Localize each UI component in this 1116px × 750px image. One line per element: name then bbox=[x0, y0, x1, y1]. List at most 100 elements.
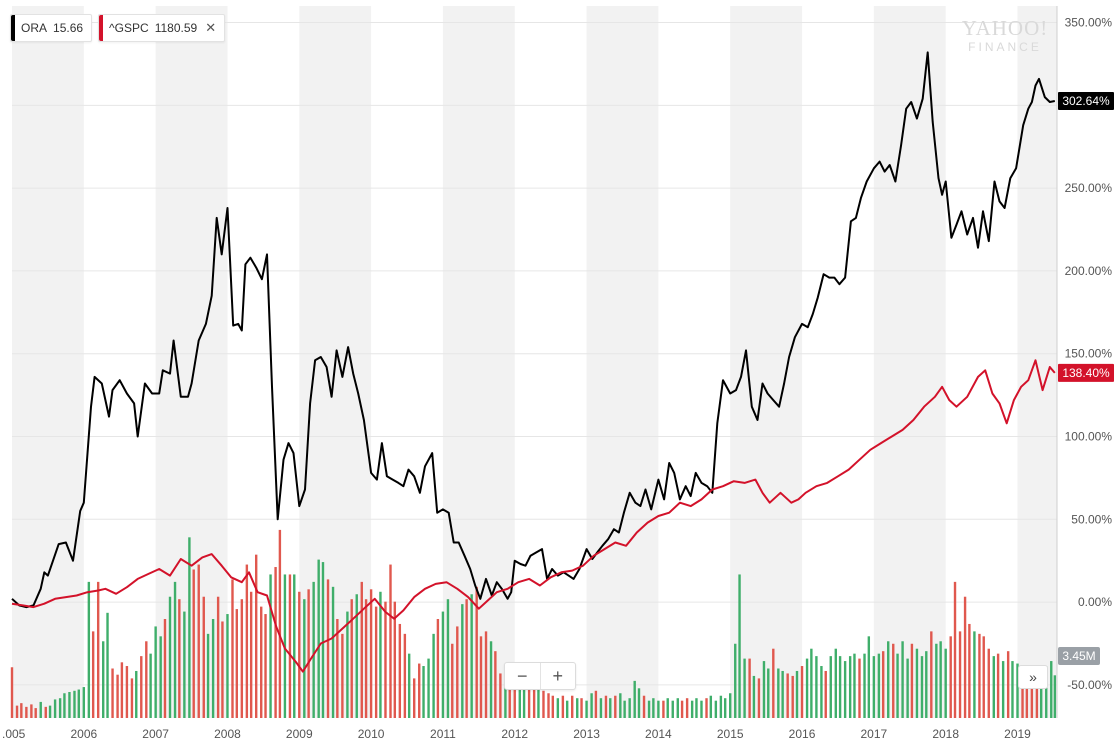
volume-bar bbox=[527, 688, 531, 718]
volume-bar bbox=[743, 658, 746, 718]
volume-bar bbox=[705, 698, 708, 718]
series-line-gspc bbox=[11, 359, 1056, 673]
volume-bar bbox=[623, 700, 626, 718]
volume-bar bbox=[1045, 666, 1048, 718]
zoom-in-button[interactable]: + bbox=[539, 663, 576, 689]
volume-bar bbox=[542, 690, 545, 718]
volume-bar bbox=[303, 599, 306, 718]
volume-bar bbox=[216, 596, 220, 718]
volume-bar bbox=[264, 614, 267, 718]
volume-bar bbox=[249, 591, 253, 718]
volume-bar bbox=[312, 581, 315, 718]
volume-bar bbox=[772, 648, 775, 718]
volume-bar bbox=[120, 662, 124, 718]
volume-bar bbox=[34, 708, 37, 718]
volume-bar bbox=[781, 670, 784, 718]
volume-bar bbox=[274, 567, 277, 718]
series-line-ora bbox=[11, 51, 1055, 609]
volume-bar bbox=[427, 658, 430, 718]
volume-bar bbox=[992, 656, 995, 718]
volume-bar bbox=[77, 689, 80, 718]
volume-bar bbox=[183, 611, 186, 718]
y-tick-label: 250.00% bbox=[1065, 181, 1113, 195]
volume-bar bbox=[892, 643, 895, 718]
volume-bar bbox=[800, 666, 804, 718]
ora-value-flag: 302.64% bbox=[1058, 91, 1114, 110]
volume-bar bbox=[398, 623, 402, 718]
volume-bar bbox=[87, 581, 91, 718]
volume-bar bbox=[872, 656, 876, 718]
volume-bar bbox=[537, 685, 540, 718]
volume-value-flag: 3.45M bbox=[1058, 647, 1100, 665]
volume-bar bbox=[700, 700, 703, 718]
flag-background bbox=[1058, 363, 1114, 382]
volume-bar bbox=[685, 698, 689, 718]
year-bands bbox=[12, 6, 1057, 718]
flag-label: 3.45M bbox=[1062, 649, 1095, 663]
volume-bar bbox=[843, 661, 847, 718]
volume-bar bbox=[887, 641, 890, 718]
volume-bar bbox=[556, 698, 560, 718]
volume-bar bbox=[1001, 661, 1005, 718]
volume-bar bbox=[829, 656, 832, 718]
volume-bar bbox=[820, 666, 823, 718]
x-tick-label: 2013 bbox=[573, 727, 600, 741]
volume-bar bbox=[719, 695, 723, 718]
watermark-line-1: YAHOO! bbox=[961, 16, 1049, 40]
volume-bar bbox=[39, 701, 42, 718]
volume-bar bbox=[748, 658, 751, 718]
volume-bar bbox=[863, 653, 866, 718]
volume-bar bbox=[206, 633, 210, 718]
zoom-out-button[interactable]: − bbox=[516, 666, 528, 686]
volume-bar bbox=[202, 596, 205, 718]
volume-bar bbox=[1021, 668, 1024, 718]
y-axis: -50.00% 0.00% 50.00% 100.00% 150.00% 200.00% 2… bbox=[1056, 6, 1113, 718]
volume-bar bbox=[1006, 651, 1010, 718]
volume-bar bbox=[532, 683, 536, 718]
volume-bar bbox=[987, 648, 990, 718]
volume-bar bbox=[461, 604, 464, 718]
expand-button[interactable]: » bbox=[1018, 665, 1048, 689]
volume-bar bbox=[609, 698, 612, 718]
volume-bar bbox=[752, 675, 756, 718]
volume-bar bbox=[982, 636, 985, 718]
volume-bar bbox=[1011, 661, 1014, 718]
volume-bar bbox=[522, 683, 526, 718]
x-tick-label: 2012 bbox=[501, 727, 528, 741]
x-tick-label: 2015 bbox=[717, 727, 744, 741]
volume-bar bbox=[350, 599, 353, 718]
volume-bar bbox=[1035, 668, 1039, 718]
close-icon[interactable]: ✕ bbox=[205, 20, 217, 35]
volume-bar bbox=[565, 700, 569, 718]
volume-bar bbox=[867, 636, 871, 718]
legend-symbol: ^GSPC bbox=[109, 21, 149, 35]
volume-bar bbox=[321, 562, 325, 718]
volume-bar bbox=[944, 648, 947, 718]
volume-bar bbox=[288, 574, 292, 718]
volume-bar bbox=[939, 641, 942, 718]
volume-bar bbox=[326, 579, 330, 718]
legend-item-gspc[interactable]: ^GSPC 1180.59 ✕ bbox=[98, 14, 226, 42]
y-tick-label: 0.00% bbox=[1078, 595, 1112, 609]
flag-label: 302.64% bbox=[1062, 94, 1110, 108]
volume-bar bbox=[140, 656, 143, 718]
zoom-controls: − + bbox=[504, 662, 576, 690]
volume-bar bbox=[317, 559, 320, 718]
volume-bar bbox=[269, 574, 272, 718]
year-band bbox=[873, 6, 946, 718]
volume-bar bbox=[853, 653, 856, 718]
volume-bar bbox=[44, 706, 47, 718]
volume-bar bbox=[355, 594, 358, 718]
volume-bar bbox=[935, 643, 938, 718]
volume-bar bbox=[1025, 675, 1029, 718]
volume-bar bbox=[647, 700, 651, 718]
volume-bar bbox=[757, 678, 761, 718]
year-band bbox=[1017, 6, 1057, 718]
volume-bar bbox=[489, 641, 493, 718]
year-band bbox=[155, 6, 228, 718]
gspc-value-flag: 138.40% bbox=[1058, 363, 1114, 382]
volume-bar bbox=[475, 586, 478, 718]
legend-item-ora[interactable]: ORA 15.66 bbox=[10, 14, 93, 42]
volume-bar bbox=[68, 692, 71, 718]
